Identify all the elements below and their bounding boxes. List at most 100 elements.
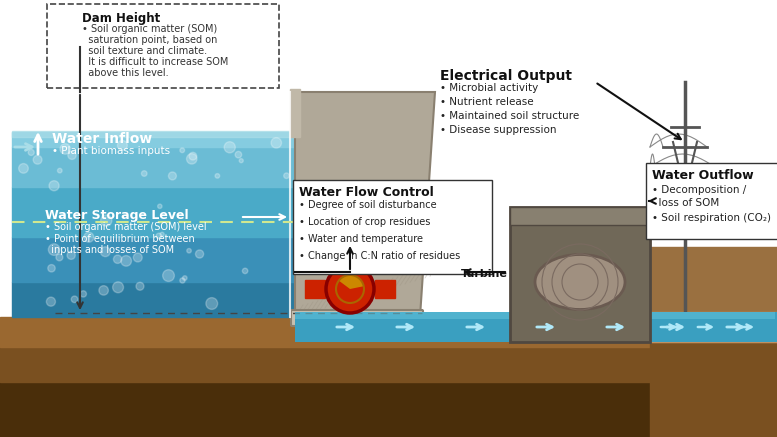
Circle shape — [57, 168, 62, 173]
Text: • Point of equilibrium between: • Point of equilibrium between — [45, 234, 195, 244]
Text: Water Outflow: Water Outflow — [652, 169, 754, 182]
Circle shape — [162, 270, 174, 281]
Text: • Location of crop residues: • Location of crop residues — [299, 217, 430, 227]
Circle shape — [100, 247, 110, 257]
Bar — [650, 312, 777, 342]
Circle shape — [326, 265, 374, 313]
Circle shape — [158, 204, 162, 208]
Bar — [12, 131, 300, 137]
Circle shape — [160, 232, 164, 236]
Text: above this level.: above this level. — [82, 68, 169, 78]
Text: • Soil respiration (CO₂): • Soil respiration (CO₂) — [652, 213, 771, 223]
Circle shape — [33, 155, 42, 164]
Circle shape — [100, 215, 112, 226]
Circle shape — [186, 154, 197, 164]
Circle shape — [113, 255, 122, 264]
Circle shape — [60, 144, 71, 154]
Circle shape — [183, 276, 187, 280]
Circle shape — [117, 140, 127, 150]
Circle shape — [67, 251, 75, 260]
Circle shape — [189, 152, 197, 160]
Text: inputs and losses of SOM: inputs and losses of SOM — [45, 245, 174, 255]
Circle shape — [186, 249, 191, 253]
Circle shape — [156, 233, 162, 239]
Text: Water Flow Control: Water Flow Control — [299, 186, 434, 199]
Circle shape — [71, 296, 78, 302]
Bar — [650, 312, 777, 342]
Text: Dam Height: Dam Height — [82, 12, 160, 25]
Circle shape — [179, 278, 185, 283]
Bar — [650, 247, 777, 342]
Bar — [375, 280, 395, 298]
Text: Electrical Output: Electrical Output — [440, 69, 572, 83]
Circle shape — [206, 298, 218, 309]
Circle shape — [180, 148, 185, 153]
FancyBboxPatch shape — [646, 163, 777, 239]
Circle shape — [271, 138, 281, 148]
Circle shape — [169, 172, 176, 180]
Circle shape — [121, 256, 131, 266]
Circle shape — [99, 286, 108, 295]
Bar — [0, 382, 777, 437]
Polygon shape — [295, 92, 435, 317]
Circle shape — [56, 254, 63, 261]
Circle shape — [80, 291, 86, 297]
Circle shape — [68, 151, 76, 160]
Bar — [0, 347, 777, 382]
Bar — [0, 317, 777, 347]
Circle shape — [141, 171, 147, 176]
Bar — [339, 245, 361, 251]
Bar — [650, 342, 777, 437]
Circle shape — [49, 181, 59, 191]
Polygon shape — [339, 275, 364, 289]
Circle shape — [136, 282, 144, 290]
Text: • Disease suppression: • Disease suppression — [440, 125, 556, 135]
Circle shape — [47, 297, 55, 306]
Text: • Maintained soil structure: • Maintained soil structure — [440, 111, 579, 121]
Circle shape — [113, 282, 124, 293]
Circle shape — [215, 173, 220, 178]
Bar — [12, 132, 300, 147]
Circle shape — [224, 142, 235, 153]
Text: Water Inflow: Water Inflow — [52, 132, 152, 146]
Text: Dam: Dam — [337, 185, 387, 205]
Text: • Plant biomass inputs: • Plant biomass inputs — [52, 146, 170, 156]
Bar — [295, 312, 775, 319]
FancyBboxPatch shape — [47, 4, 279, 88]
Bar — [510, 207, 650, 342]
Bar — [12, 282, 300, 317]
Text: • Change in C:N ratio of residues: • Change in C:N ratio of residues — [299, 251, 460, 261]
Bar — [295, 312, 775, 342]
Text: It is difficult to increase SOM: It is difficult to increase SOM — [82, 57, 228, 67]
FancyBboxPatch shape — [291, 310, 423, 326]
Bar — [12, 237, 300, 282]
Circle shape — [84, 232, 94, 242]
Bar — [12, 147, 300, 187]
Text: soil texture and climate.: soil texture and climate. — [82, 46, 207, 56]
Ellipse shape — [535, 254, 625, 309]
Text: • Degree of soil disturbance: • Degree of soil disturbance — [299, 200, 437, 210]
Text: • Nutrient release: • Nutrient release — [440, 97, 534, 107]
Text: • Microbial activity: • Microbial activity — [440, 83, 538, 93]
Text: • Soil organic matter (SOM) level: • Soil organic matter (SOM) level — [45, 222, 207, 232]
Circle shape — [196, 250, 204, 258]
Text: • Soil organic matter (SOM): • Soil organic matter (SOM) — [82, 24, 218, 34]
Circle shape — [47, 264, 55, 272]
Bar — [305, 280, 325, 298]
Bar — [12, 187, 300, 237]
Bar — [510, 207, 650, 225]
Circle shape — [235, 151, 242, 158]
Text: • Decomposition /: • Decomposition / — [652, 185, 746, 195]
Circle shape — [239, 159, 243, 163]
Text: • Water and temperature: • Water and temperature — [299, 234, 423, 244]
Circle shape — [28, 149, 34, 156]
Circle shape — [48, 244, 60, 255]
Circle shape — [242, 268, 248, 274]
Text: Turbine: Turbine — [461, 269, 508, 279]
Text: Water Storage Level: Water Storage Level — [45, 209, 189, 222]
Circle shape — [134, 253, 142, 262]
Circle shape — [19, 163, 28, 173]
Circle shape — [284, 173, 289, 178]
Text: loss of SOM: loss of SOM — [652, 198, 720, 208]
Text: saturation point, based on: saturation point, based on — [82, 35, 218, 45]
